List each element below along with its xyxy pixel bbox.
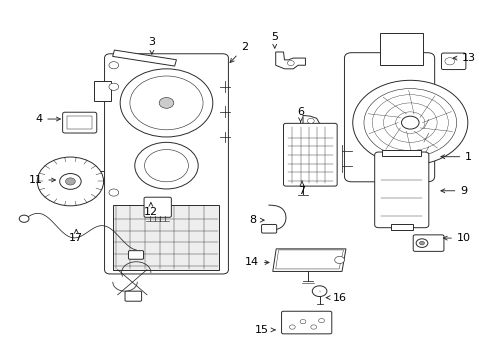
Circle shape xyxy=(363,89,456,157)
FancyBboxPatch shape xyxy=(62,112,97,133)
Bar xyxy=(86,166,96,186)
Circle shape xyxy=(415,239,427,247)
Circle shape xyxy=(159,98,173,108)
Text: 8: 8 xyxy=(249,215,264,225)
Text: 3: 3 xyxy=(148,37,155,54)
Bar xyxy=(381,150,420,156)
Circle shape xyxy=(120,69,212,137)
FancyBboxPatch shape xyxy=(281,311,331,334)
Text: 10: 10 xyxy=(443,233,470,243)
Circle shape xyxy=(109,189,119,196)
Circle shape xyxy=(109,83,119,90)
Circle shape xyxy=(37,157,103,206)
Circle shape xyxy=(19,215,29,222)
FancyBboxPatch shape xyxy=(104,54,228,274)
Polygon shape xyxy=(303,116,320,127)
Circle shape xyxy=(334,256,344,264)
Bar xyxy=(379,33,422,65)
Circle shape xyxy=(300,319,305,324)
Text: 6: 6 xyxy=(297,107,304,122)
Bar xyxy=(390,224,412,230)
Circle shape xyxy=(352,80,467,165)
Text: 5: 5 xyxy=(271,32,278,48)
Text: 11: 11 xyxy=(29,175,55,185)
Text: 14: 14 xyxy=(244,257,268,267)
Circle shape xyxy=(65,178,75,185)
FancyBboxPatch shape xyxy=(441,53,465,69)
Text: 12: 12 xyxy=(143,203,158,217)
Circle shape xyxy=(310,325,316,329)
Circle shape xyxy=(144,149,188,182)
FancyBboxPatch shape xyxy=(374,152,428,228)
Text: 13: 13 xyxy=(452,53,475,63)
FancyBboxPatch shape xyxy=(412,235,443,251)
Circle shape xyxy=(109,62,119,69)
Circle shape xyxy=(287,60,294,66)
FancyBboxPatch shape xyxy=(261,225,276,233)
Circle shape xyxy=(130,76,203,130)
Text: 4: 4 xyxy=(35,114,60,124)
Circle shape xyxy=(401,116,418,129)
Circle shape xyxy=(307,118,314,123)
Bar xyxy=(94,81,111,101)
Bar xyxy=(67,116,92,130)
Circle shape xyxy=(135,142,198,189)
Text: 15: 15 xyxy=(255,325,274,335)
Text: 17: 17 xyxy=(69,229,83,243)
Text: 1: 1 xyxy=(440,152,471,162)
Bar xyxy=(113,205,219,270)
Circle shape xyxy=(60,174,81,189)
Circle shape xyxy=(289,325,295,329)
Text: 2: 2 xyxy=(229,42,247,63)
FancyBboxPatch shape xyxy=(128,251,143,259)
Circle shape xyxy=(318,319,324,323)
Circle shape xyxy=(312,286,326,297)
FancyBboxPatch shape xyxy=(344,53,434,182)
Bar xyxy=(112,50,176,66)
Text: 16: 16 xyxy=(325,293,346,303)
Circle shape xyxy=(444,58,454,65)
Text: 9: 9 xyxy=(440,186,467,196)
Polygon shape xyxy=(272,249,345,271)
Text: 7: 7 xyxy=(298,181,305,197)
FancyBboxPatch shape xyxy=(125,291,142,301)
Circle shape xyxy=(419,241,424,245)
Polygon shape xyxy=(275,52,305,69)
FancyBboxPatch shape xyxy=(144,197,171,217)
FancyBboxPatch shape xyxy=(283,123,336,186)
